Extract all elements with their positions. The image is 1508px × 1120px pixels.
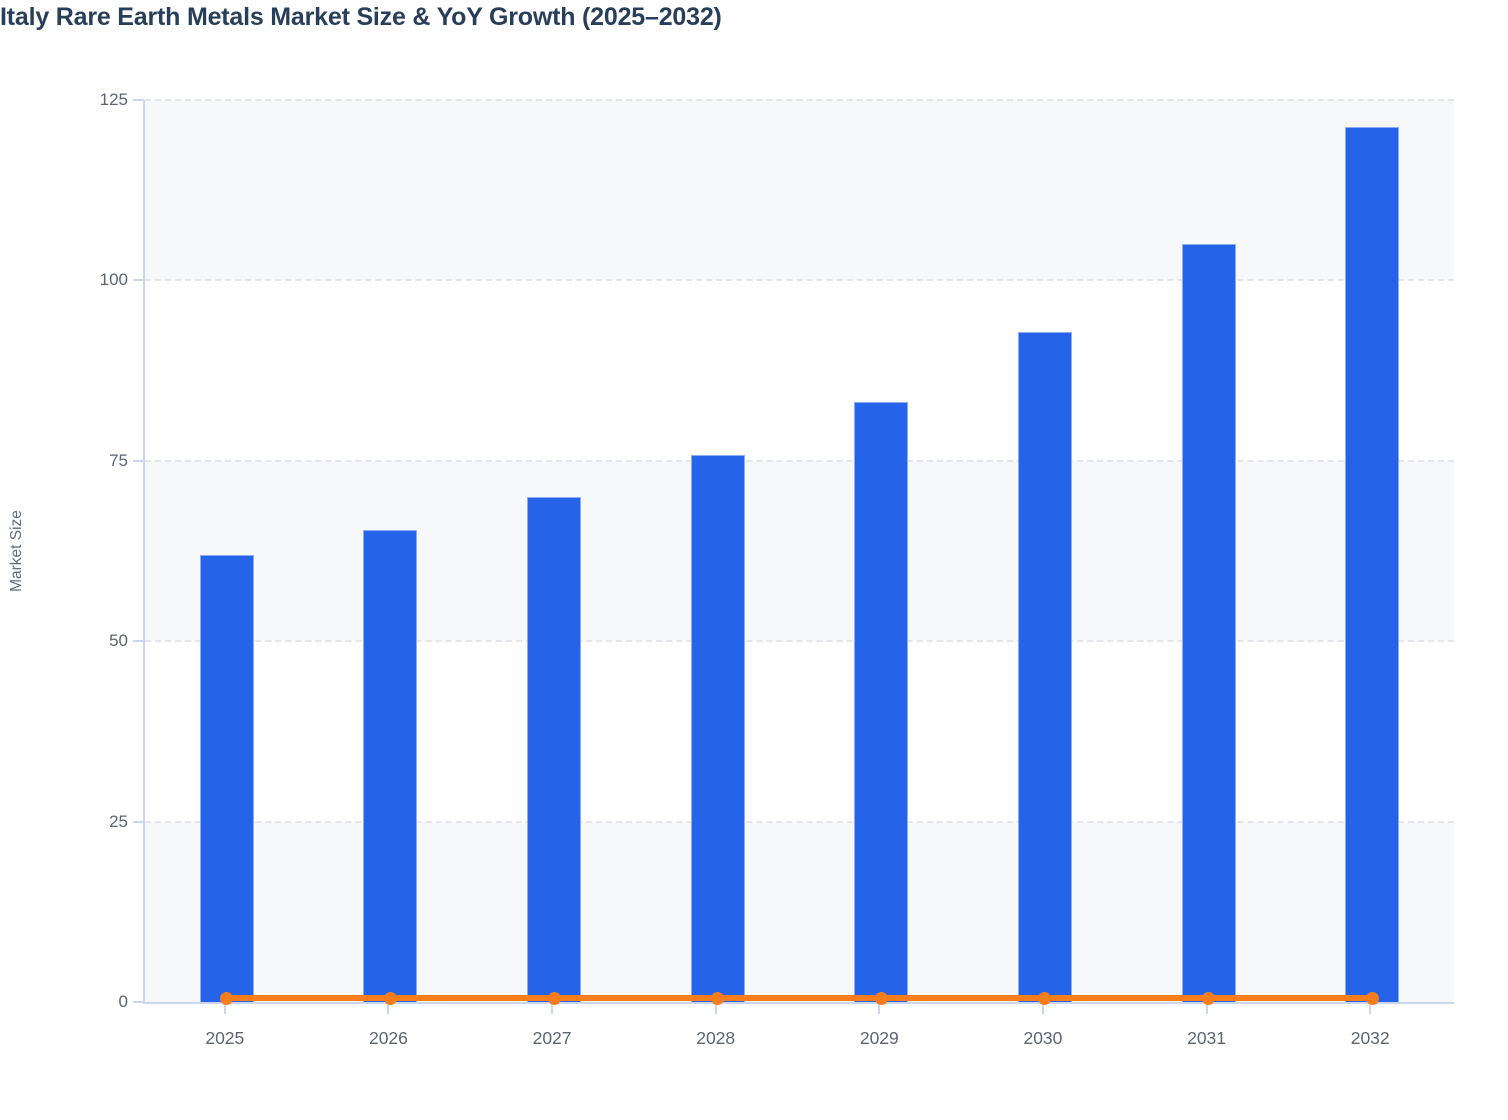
x-axis-tick <box>878 1004 881 1014</box>
yoy-marker-2025[interactable] <box>220 991 234 1005</box>
y-axis-tick <box>133 1001 143 1003</box>
y-tick-label: 0 <box>118 992 128 1011</box>
x-axis-tick <box>1369 1004 1372 1014</box>
plot-band <box>145 100 1454 281</box>
plot-band <box>145 641 1454 821</box>
bar-2026[interactable] <box>363 530 418 1002</box>
bar-2032[interactable] <box>1345 127 1400 1002</box>
gridline-25 <box>145 820 1454 823</box>
bar-2025[interactable] <box>199 554 254 1002</box>
x-tick-label: 2032 <box>1350 1028 1390 1048</box>
y-tick-label: 100 <box>99 270 128 290</box>
x-tick-label: 2027 <box>532 1028 572 1048</box>
bar-2028[interactable] <box>690 455 745 1002</box>
bar-2030[interactable] <box>1017 332 1072 1002</box>
x-tick-label: 2031 <box>1187 1028 1227 1048</box>
y-tick-label: 75 <box>109 450 128 470</box>
y-tick-label: 125 <box>99 90 128 109</box>
gridline-125 <box>145 99 1454 101</box>
gridline-50 <box>145 640 1454 643</box>
y-tick-label: 50 <box>109 631 128 651</box>
y-axis-tick <box>133 640 143 643</box>
yoy-marker-2031[interactable] <box>1202 991 1216 1005</box>
x-axis-tick <box>551 1004 554 1014</box>
y-axis-tick <box>133 820 143 823</box>
yoy-marker-2032[interactable] <box>1365 991 1379 1005</box>
yoy-marker-2030[interactable] <box>1038 991 1052 1005</box>
x-axis-tick <box>387 1004 390 1014</box>
plot-band <box>145 460 1454 642</box>
x-tick-label: 2026 <box>368 1028 408 1048</box>
x-axis-tick <box>223 1004 226 1014</box>
bar-2029[interactable] <box>854 401 909 1002</box>
x-axis-tick <box>714 1004 717 1014</box>
plot-band <box>145 821 1454 1002</box>
yoy-marker-2027[interactable] <box>547 991 561 1005</box>
bar-2031[interactable] <box>1181 244 1236 1002</box>
x-tick-label: 2030 <box>1023 1028 1063 1048</box>
chart-title: Italy Rare Earth Metals Market Size & Yo… <box>0 3 722 31</box>
yoy-marker-2026[interactable] <box>383 991 397 1005</box>
y-tick-label: 25 <box>109 811 128 831</box>
plot-band <box>145 280 1454 460</box>
gridline-75 <box>145 459 1454 462</box>
y-axis-tick <box>133 99 143 101</box>
yoy-growth-line[interactable] <box>226 995 1373 1001</box>
x-tick-label: 2029 <box>859 1028 899 1048</box>
x-tick-label: 2025 <box>205 1028 245 1048</box>
x-axis-tick <box>1205 1004 1208 1014</box>
y-axis-tick <box>133 279 143 282</box>
gridline-100 <box>145 279 1454 282</box>
x-tick-label: 2028 <box>696 1028 736 1048</box>
y-axis-tick <box>133 459 143 462</box>
y-axis-title: Market Size <box>8 510 25 592</box>
yoy-marker-2028[interactable] <box>711 991 725 1005</box>
plot-area <box>143 99 1454 1005</box>
yoy-marker-2029[interactable] <box>874 991 888 1005</box>
x-axis-tick <box>1041 1004 1044 1014</box>
bar-2027[interactable] <box>527 496 582 1002</box>
